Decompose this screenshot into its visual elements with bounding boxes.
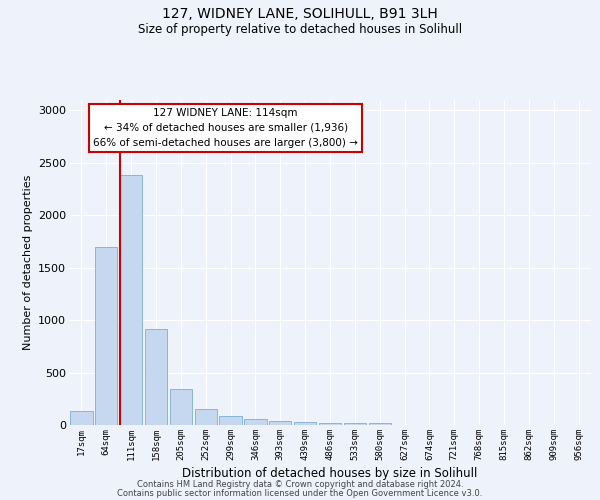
- Bar: [368, 423, 391, 425]
- Bar: [220, 416, 242, 425]
- Text: Contains public sector information licensed under the Open Government Licence v3: Contains public sector information licen…: [118, 488, 482, 498]
- Text: 127, WIDNEY LANE, SOLIHULL, B91 3LH: 127, WIDNEY LANE, SOLIHULL, B91 3LH: [162, 8, 438, 22]
- Text: Distribution of detached houses by size in Solihull: Distribution of detached houses by size …: [182, 467, 478, 480]
- Bar: [70, 412, 92, 425]
- Bar: [194, 409, 217, 425]
- Bar: [269, 422, 292, 425]
- Bar: [145, 328, 167, 425]
- Bar: [344, 424, 366, 425]
- Text: Contains HM Land Registry data © Crown copyright and database right 2024.: Contains HM Land Registry data © Crown c…: [137, 480, 463, 489]
- Bar: [120, 176, 142, 425]
- Bar: [170, 390, 192, 425]
- Text: Size of property relative to detached houses in Solihull: Size of property relative to detached ho…: [138, 22, 462, 36]
- Bar: [319, 423, 341, 425]
- Bar: [244, 419, 266, 425]
- Y-axis label: Number of detached properties: Number of detached properties: [23, 175, 32, 350]
- Bar: [294, 422, 316, 425]
- Text: 127 WIDNEY LANE: 114sqm
← 34% of detached houses are smaller (1,936)
66% of semi: 127 WIDNEY LANE: 114sqm ← 34% of detache…: [93, 108, 358, 148]
- Bar: [95, 247, 118, 425]
